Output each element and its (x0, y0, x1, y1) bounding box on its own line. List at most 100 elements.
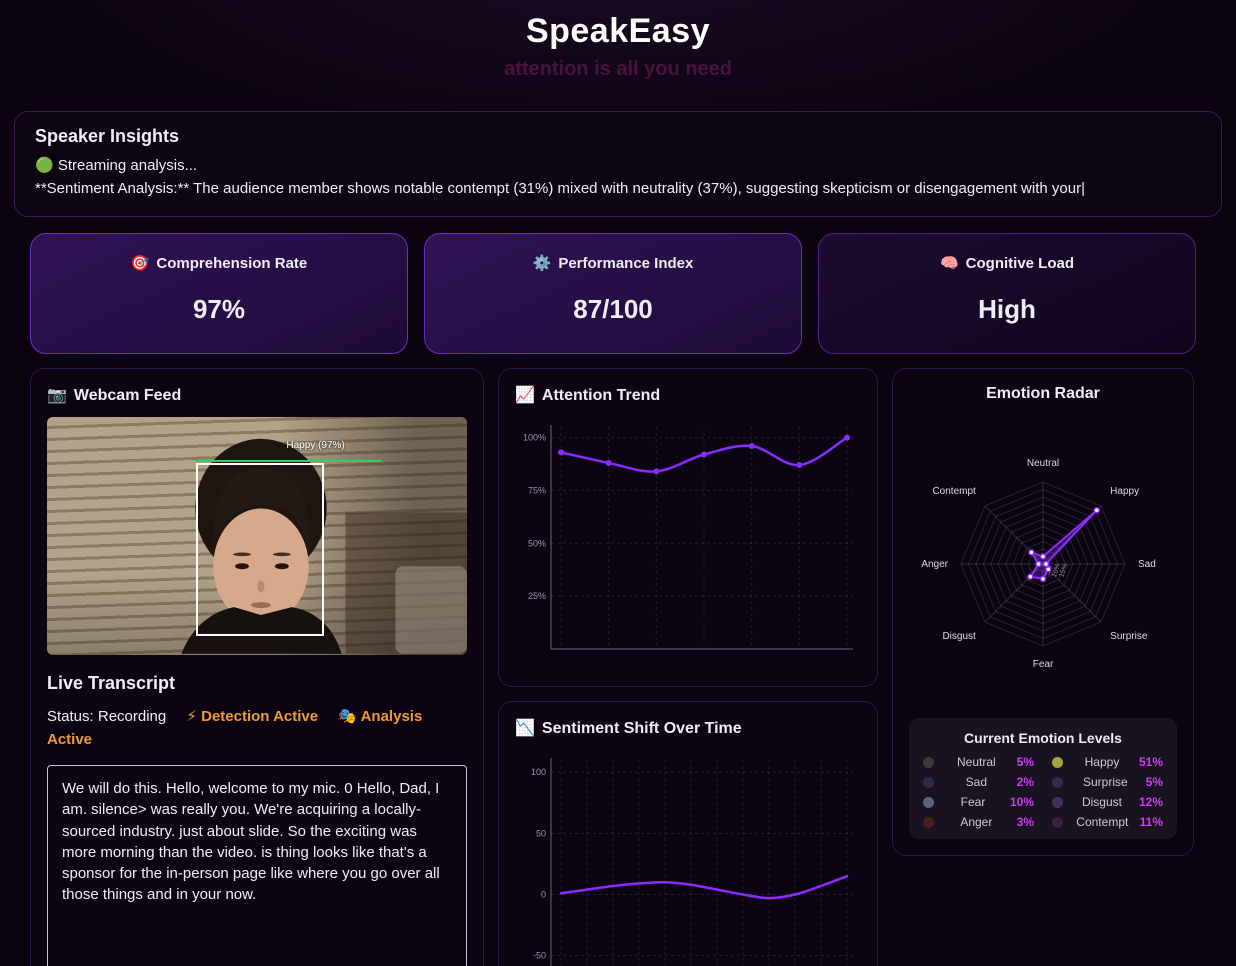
emotion-name: Anger (960, 815, 993, 829)
recording-status: Status: Recording (47, 708, 167, 725)
emotion-name: Disgust (1081, 795, 1122, 809)
svg-text:50: 50 (536, 828, 546, 838)
svg-text:Anger: Anger (921, 559, 948, 570)
camera-icon: 📷 (47, 387, 67, 404)
chart-decreasing-icon: 📉 (515, 720, 535, 737)
metric-card-comprehension-rate: 🎯 Comprehension Rate 97% (30, 233, 408, 354)
emotion-value: 5% (1016, 755, 1034, 769)
emotion-value: 10% (1009, 795, 1034, 809)
sentiment-analysis-text: **Sentiment Analysis:** The audience mem… (35, 179, 1085, 197)
face-detection-line (196, 459, 381, 462)
svg-text:100%: 100% (523, 433, 546, 443)
emotion-name: Sad (965, 775, 987, 789)
person-silhouette (181, 438, 342, 654)
sentiment-shift-chart: -50 0 50 100 (531, 758, 853, 966)
webcam-feed: Happy (97%) (47, 417, 467, 655)
emotion-color-dot (1052, 776, 1063, 788)
svg-text:-50: -50 (533, 951, 546, 961)
emotion-color-dot (923, 776, 934, 788)
gear-icon: ⚙️ (532, 255, 552, 272)
attention-title-text: Attention Trend (541, 387, 661, 404)
webcam-panel: 📷 Webcam Feed (30, 368, 484, 966)
svg-text:Contempt: Contempt (932, 486, 976, 497)
emotion-value: 5% (1145, 775, 1163, 789)
attention-trend-chart: 25% 50% 75% 100% (523, 425, 853, 650)
svg-text:Disgust: Disgust (942, 631, 976, 642)
emotion-color-dot (923, 796, 934, 808)
speaker-insights-panel: Speaker Insights 🟢 Streaming analysis...… (14, 111, 1222, 217)
metric-label-text: Comprehension Rate (156, 255, 308, 272)
brain-icon: 🧠 (939, 255, 959, 272)
metric-label-text: Cognitive Load (965, 255, 1075, 272)
emotion-name: Fear (960, 795, 986, 809)
face-detection-box (196, 463, 325, 636)
sentiment-title-text: Sentiment Shift Over Time (541, 720, 742, 737)
emotion-name: Happy (1084, 755, 1120, 769)
live-transcript-title: Live Transcript (47, 673, 176, 693)
svg-text:15%: 15% (1058, 563, 1069, 578)
svg-text:Happy: Happy (1110, 486, 1139, 497)
transcript-box[interactable]: We will do this. Hello, welcome to my mi… (47, 765, 467, 966)
emotion-levels-title: Current Emotion Levels (964, 730, 1122, 746)
metric-card-performance-index: ⚙️ Performance Index 87/100 (424, 233, 802, 354)
emotion-value: 11% (1139, 815, 1163, 829)
metric-card-cognitive-load: 🧠 Cognitive Load High (818, 233, 1196, 354)
lightning-icon: ⚡ (186, 708, 197, 725)
emotion-value: 2% (1016, 775, 1034, 789)
emotion-color-dot (1052, 796, 1063, 808)
analysis-status: 🎭 Analysis Active (47, 708, 422, 748)
emotion-value: 12% (1138, 795, 1163, 809)
svg-text:Sad: Sad (1138, 559, 1156, 570)
svg-text:25%: 25% (528, 591, 546, 601)
masks-icon: 🎭 (338, 708, 357, 725)
emotion-levels-grid: Neutral 5% Happy 51% Sad 2% (923, 755, 1163, 829)
detection-status: ⚡ Detection Active (186, 708, 318, 725)
svg-text:Fear: Fear (1033, 659, 1054, 670)
sentiment-shift-panel: 📉 Sentiment Shift Over Time -50 0 50 100 (498, 701, 878, 966)
emotion-color-dot (923, 756, 934, 768)
emotion-color-dot (1052, 756, 1063, 768)
emotion-radar-title: Emotion Radar (986, 385, 1100, 402)
metric-label: 🎯 Comprehension Rate (47, 254, 391, 272)
attention-trend-panel: 📈 Attention Trend 25% 50% 75% 100% (498, 368, 878, 687)
charts-column: 📈 Attention Trend 25% 50% 75% 100% 📉 Sentimen… (498, 368, 878, 966)
webcam-title-text: Webcam Feed (73, 387, 182, 404)
emotion-level-row-neutral: Neutral 5% (923, 755, 1034, 769)
dashboard-grid: 📷 Webcam Feed (30, 368, 1196, 966)
app-title: SpeakEasy (525, 12, 711, 50)
emotion-radar-chart: Neutral Happy Sad Surprise Fear Disgust Anger C… (921, 458, 1156, 670)
svg-text:Neutral: Neutral (1027, 458, 1059, 469)
emotion-value: 51% (1138, 755, 1163, 769)
emotion-color-dot (923, 816, 934, 828)
green-circle-icon: 🟢 (35, 157, 54, 174)
status-line: Status: Recording ⚡ Detection Active 🎭 A… (47, 706, 467, 751)
attention-trend-title: 📈 Attention Trend (515, 385, 861, 405)
detection-status-text: Detection Active (201, 708, 319, 725)
emotion-detection-label: Happy (97%) (286, 440, 345, 452)
emotion-name: Neutral (956, 755, 996, 769)
svg-text:100: 100 (531, 767, 546, 777)
emotion-name: Surprise (1082, 775, 1128, 789)
metric-value: 87/100 (573, 294, 653, 324)
streaming-status-line: 🟢 Streaming analysis... (35, 155, 1201, 178)
emotion-level-row-fear: Fear 10% (923, 795, 1034, 809)
app-header: SpeakEasy attention is all you need (0, 12, 1236, 81)
current-emotion-levels: Current Emotion Levels Neutral 5% Happy … (909, 718, 1177, 839)
metric-value: High (978, 294, 1036, 324)
svg-text:Surprise: Surprise (1110, 631, 1148, 642)
background-object (395, 566, 467, 654)
emotion-level-row-disgust: Disgust 12% (1052, 795, 1163, 809)
webcam-panel-title: 📷 Webcam Feed (47, 385, 467, 405)
app-subtitle: attention is all you need (504, 58, 732, 80)
emotion-color-dot (1052, 816, 1063, 828)
background-furniture (345, 512, 467, 654)
analysis-status-text: Analysis Active (47, 708, 423, 748)
metric-label: 🧠 Cognitive Load (835, 254, 1179, 272)
emotion-level-row-surprise: Surprise 5% (1052, 775, 1163, 789)
svg-text:10%: 10% (1051, 563, 1062, 578)
metrics-row: 🎯 Comprehension Rate 97% ⚙️ Performance In… (30, 233, 1196, 354)
chart-increasing-icon: 📈 (515, 387, 535, 404)
emotion-name: Contempt (1076, 815, 1129, 829)
svg-text:75%: 75% (528, 485, 546, 495)
